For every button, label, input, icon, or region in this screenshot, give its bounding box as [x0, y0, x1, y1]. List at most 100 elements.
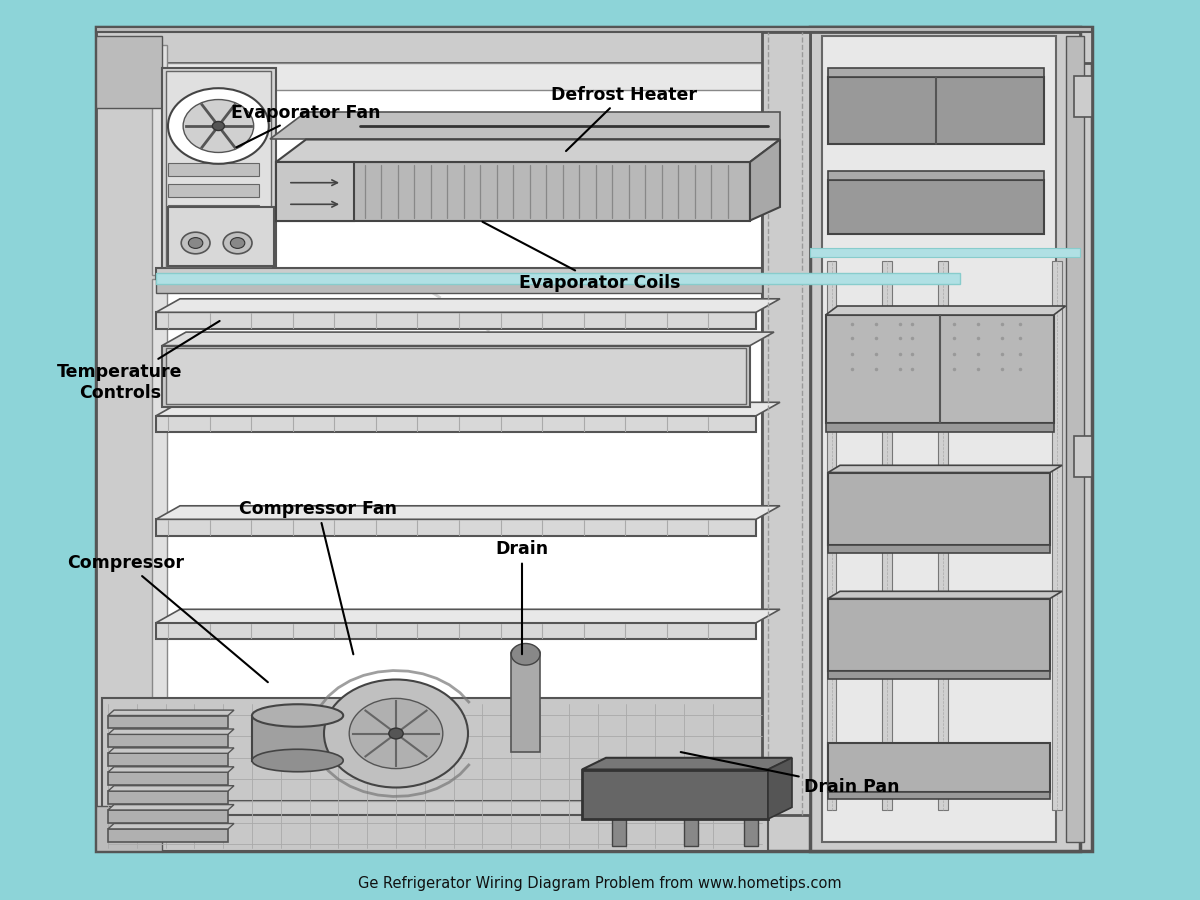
Bar	[152, 45, 167, 274]
Bar	[810, 248, 1080, 256]
Text: Drain Pan: Drain Pan	[680, 752, 900, 796]
Circle shape	[188, 238, 203, 248]
Polygon shape	[768, 758, 792, 819]
Bar	[156, 45, 762, 274]
Bar	[102, 698, 768, 850]
Bar	[762, 32, 810, 814]
Bar	[826, 315, 1054, 423]
Bar	[108, 734, 228, 747]
Circle shape	[511, 644, 540, 665]
Bar	[822, 36, 1056, 842]
Polygon shape	[156, 609, 780, 623]
Bar	[168, 207, 274, 266]
Bar	[828, 742, 1050, 792]
Bar	[108, 772, 228, 785]
Bar	[108, 716, 228, 728]
Bar	[828, 598, 1050, 670]
Bar	[166, 348, 746, 404]
Bar	[96, 806, 162, 850]
Text: Evaporator Fan: Evaporator Fan	[232, 104, 380, 148]
Bar	[156, 63, 762, 90]
Polygon shape	[828, 544, 1050, 553]
Polygon shape	[156, 506, 780, 519]
Ellipse shape	[252, 749, 343, 772]
Bar	[96, 36, 162, 108]
Bar	[96, 27, 162, 850]
Circle shape	[223, 232, 252, 254]
Bar	[168, 184, 259, 196]
Text: Evaporator Coils: Evaporator Coils	[482, 221, 680, 292]
Circle shape	[168, 88, 269, 164]
Bar	[1066, 36, 1084, 842]
Bar	[828, 76, 1044, 144]
Bar	[162, 346, 750, 407]
Bar	[108, 791, 228, 804]
Polygon shape	[156, 402, 780, 416]
Circle shape	[389, 728, 403, 739]
Bar	[1074, 76, 1092, 117]
Bar	[108, 810, 228, 823]
Bar	[156, 519, 756, 536]
Bar	[938, 261, 948, 810]
Polygon shape	[276, 140, 780, 162]
Text: Compressor Fan: Compressor Fan	[239, 500, 397, 654]
Circle shape	[212, 122, 224, 130]
Polygon shape	[156, 279, 762, 292]
Bar	[511, 652, 540, 752]
Bar	[96, 27, 1092, 850]
Bar	[684, 816, 698, 846]
Circle shape	[324, 680, 468, 788]
Bar	[156, 279, 762, 814]
Polygon shape	[826, 423, 1054, 432]
Bar	[1052, 261, 1062, 810]
Polygon shape	[108, 767, 234, 772]
Bar	[156, 416, 756, 432]
Polygon shape	[162, 332, 774, 346]
Polygon shape	[108, 729, 234, 734]
Bar	[168, 205, 259, 218]
Bar	[162, 68, 276, 270]
Polygon shape	[828, 792, 1050, 799]
Text: Drain: Drain	[496, 540, 548, 654]
Polygon shape	[582, 758, 792, 770]
Polygon shape	[108, 748, 234, 753]
Bar	[882, 261, 892, 810]
Polygon shape	[828, 591, 1062, 599]
Bar	[810, 27, 1080, 850]
Ellipse shape	[511, 646, 540, 659]
Bar	[252, 716, 343, 760]
Bar	[612, 816, 626, 846]
Bar	[108, 829, 228, 842]
Polygon shape	[108, 805, 234, 810]
Bar	[276, 162, 750, 220]
Bar	[828, 180, 1044, 234]
Bar	[152, 279, 167, 814]
Polygon shape	[750, 140, 780, 220]
Bar	[1074, 436, 1092, 477]
Polygon shape	[828, 171, 1044, 180]
Bar	[156, 268, 762, 279]
Bar	[168, 163, 259, 176]
Circle shape	[184, 100, 253, 152]
Polygon shape	[828, 68, 1044, 76]
Circle shape	[230, 238, 245, 248]
Bar	[744, 816, 758, 846]
Bar	[156, 273, 960, 284]
Text: Temperature
Controls: Temperature Controls	[58, 321, 220, 402]
Bar	[156, 801, 762, 814]
Bar	[156, 623, 756, 639]
Bar	[810, 32, 1080, 252]
Polygon shape	[108, 786, 234, 791]
Circle shape	[349, 698, 443, 769]
Polygon shape	[108, 824, 234, 829]
Bar	[156, 312, 756, 328]
Bar	[276, 162, 354, 220]
Polygon shape	[270, 112, 780, 140]
Bar	[166, 71, 271, 267]
Polygon shape	[108, 710, 234, 716]
Polygon shape	[156, 299, 780, 312]
Ellipse shape	[252, 704, 343, 727]
Bar	[96, 27, 1092, 32]
Bar	[828, 472, 1050, 544]
Bar	[96, 27, 1092, 63]
